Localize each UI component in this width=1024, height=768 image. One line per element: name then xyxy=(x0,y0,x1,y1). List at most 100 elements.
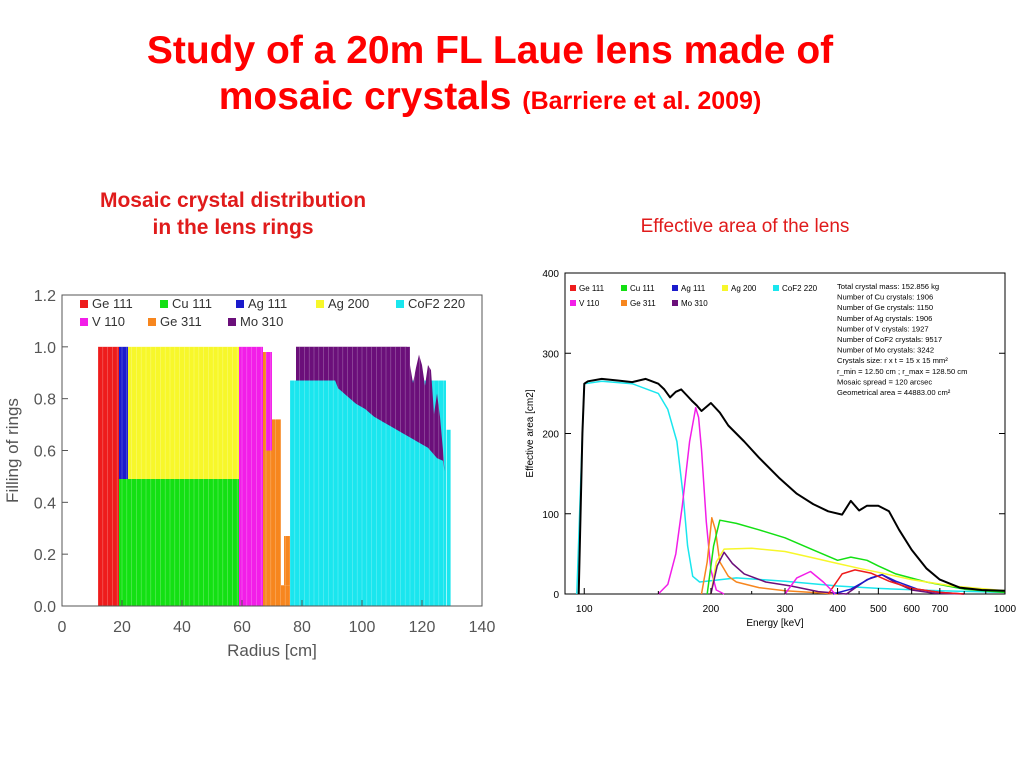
legend-label: Mo 310 xyxy=(240,314,283,329)
info-box-line: Number of Mo crystals: 3242 xyxy=(837,346,934,355)
plot-frame xyxy=(564,272,1006,595)
title-line-2: mosaic crystals (Barriere et al. 2009) xyxy=(0,74,980,124)
info-box-line: Geometrical area = 44883.00 cm² xyxy=(837,388,951,397)
bar-segment xyxy=(281,585,290,606)
y-tick-label: 400 xyxy=(542,269,559,280)
y-tick-label: 0.2 xyxy=(34,547,56,564)
bar-segment xyxy=(284,536,290,586)
cof2-220-region xyxy=(290,380,443,606)
x-tick-label: 500 xyxy=(870,604,887,615)
x-tick-label: 140 xyxy=(469,619,496,636)
title-line-1: Study of a 20m FL Laue lens made of xyxy=(146,29,834,72)
y-tick-label: 0.4 xyxy=(34,495,56,512)
x-tick-label: 1000 xyxy=(994,604,1017,615)
legend-swatch xyxy=(80,300,88,308)
y-tick-label: 0.8 xyxy=(34,392,56,409)
legend-label: Cu 111 xyxy=(172,296,212,311)
legend-swatch xyxy=(773,285,779,291)
series-line xyxy=(710,547,1006,595)
legend-label: Ag 111 xyxy=(681,284,706,293)
y-tick-label: 1.2 xyxy=(34,288,56,305)
info-box-line: r_min = 12.50 cm ; r_max = 128.50 cm xyxy=(837,367,967,376)
x-tick-label: 40 xyxy=(173,619,191,636)
legend-label: Cu 111 xyxy=(630,284,655,293)
legend-swatch xyxy=(672,285,678,291)
legend-swatch xyxy=(236,300,244,308)
legend-swatch xyxy=(80,318,88,326)
legend-swatch xyxy=(228,318,236,326)
y-tick-label: 1.0 xyxy=(34,340,56,357)
x-tick-label: 20 xyxy=(113,619,131,636)
series-line xyxy=(700,517,838,595)
right-chart-caption: Effective area of the lens xyxy=(640,216,850,237)
bar-segment xyxy=(272,419,281,606)
title-main: mosaic crystals xyxy=(218,75,512,118)
x-tick-label: 100 xyxy=(349,619,376,636)
x-axis-label: Radius [cm] xyxy=(227,641,317,660)
series-line xyxy=(706,519,1006,595)
legend-swatch xyxy=(396,300,404,308)
info-box-line: Crystals size: r x t = 15 x 15 mm² xyxy=(837,356,948,365)
bar-segment xyxy=(119,346,128,480)
x-tick-label: 400 xyxy=(829,604,846,615)
info-box-line: Number of Ge crystals: 1150 xyxy=(837,303,933,312)
legend-swatch xyxy=(621,285,627,291)
legend-label: CoF2 220 xyxy=(782,284,818,293)
legend-label: Ag 200 xyxy=(328,296,369,311)
bar-segment xyxy=(239,346,263,606)
legend-swatch xyxy=(316,300,324,308)
legend-label: V 110 xyxy=(579,299,600,308)
effective-area-chart: 100 200 300 400 500 600 700 1000 0 100 200 300 400 En… xyxy=(525,269,1017,629)
y-tick-label: 100 xyxy=(542,510,559,521)
y-axis-label: Filling of rings xyxy=(3,398,22,503)
y-tick-label: 300 xyxy=(542,349,559,360)
left-chart-caption: Mosaic crystal distribution in the lens … xyxy=(99,189,367,239)
legend-label: Ge 111 xyxy=(579,284,605,293)
info-box-line: Number of Ag crystals: 1906 xyxy=(837,314,932,323)
y-tick-label: 200 xyxy=(542,430,559,441)
x-tick-label: 60 xyxy=(233,619,251,636)
slide-title: Study of a 20m FL Laue lens made of mosa… xyxy=(0,28,980,124)
series-line xyxy=(576,380,1006,595)
legend-swatch xyxy=(160,300,168,308)
y-tick-label: 0.6 xyxy=(34,444,56,461)
legend-swatch xyxy=(148,318,156,326)
bar-segment xyxy=(98,346,119,606)
legend-label: Ge 111 xyxy=(92,296,133,311)
legend-label: Mo 310 xyxy=(681,299,708,308)
y-axis-label: Effective area [cm2] xyxy=(525,389,536,477)
series-line xyxy=(577,377,1006,595)
series-line xyxy=(710,551,965,595)
legend-swatch xyxy=(672,300,678,306)
legend-swatch xyxy=(570,300,576,306)
title-citation: (Barriere et al. 2009) xyxy=(522,87,762,115)
series-line xyxy=(827,569,965,595)
bar-segment xyxy=(128,346,239,480)
y-tick-label: 0.0 xyxy=(34,599,56,616)
info-box-line: Number of Cu crystals: 1906 xyxy=(837,293,933,302)
series-line xyxy=(784,570,836,595)
x-tick-label: 300 xyxy=(777,604,794,615)
bar-segment xyxy=(119,479,239,606)
info-box-line: Number of CoF2 crystals: 9517 xyxy=(837,335,942,344)
x-tick-label: 0 xyxy=(58,619,67,636)
mo-310-region xyxy=(296,346,445,472)
bar-segment xyxy=(263,352,272,606)
legend-label: V 110 xyxy=(92,314,125,329)
legend-label: Ge 311 xyxy=(160,314,202,329)
x-tick-label: 80 xyxy=(293,619,311,636)
x-tick-label: 700 xyxy=(931,604,948,615)
legend-label: Ge 311 xyxy=(630,299,656,308)
legend-swatch xyxy=(722,285,728,291)
info-box-line: Total crystal mass: 152.856 kg xyxy=(837,282,939,291)
legend-label: Ag 111 xyxy=(248,296,287,311)
x-tick-label: 200 xyxy=(703,604,720,615)
x-tick-label: 600 xyxy=(903,604,920,615)
legend-label: Ag 200 xyxy=(731,284,757,293)
bar-segment xyxy=(266,352,272,451)
bar-segment xyxy=(446,429,451,606)
x-axis-label: Energy [keV] xyxy=(746,618,803,629)
x-tick-label: 100 xyxy=(576,604,593,615)
legend-swatch xyxy=(570,285,576,291)
info-box-line: Mosaic spread = 120 arcsec xyxy=(837,377,932,386)
